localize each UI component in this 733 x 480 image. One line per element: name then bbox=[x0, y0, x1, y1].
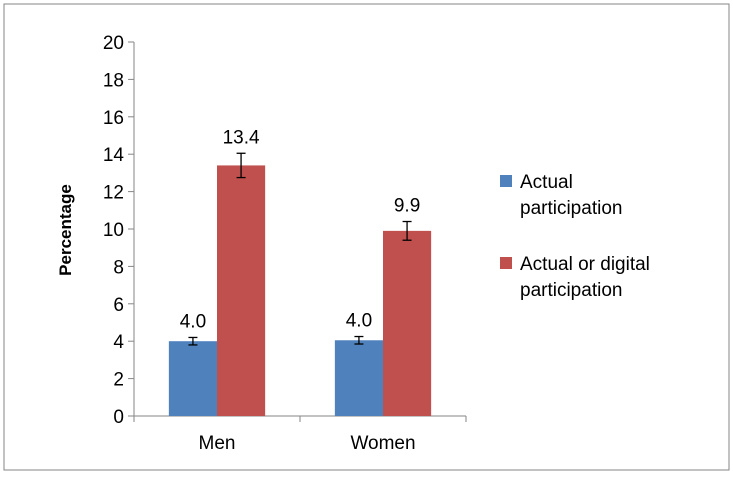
y-axis-title: Percentage bbox=[56, 184, 75, 276]
legend-label: Actual or digital bbox=[520, 254, 650, 275]
y-tick-label: 14 bbox=[103, 145, 125, 166]
bar bbox=[168, 341, 217, 416]
y-tick-label: 18 bbox=[103, 70, 124, 91]
y-tick-label: 16 bbox=[103, 108, 124, 129]
x-category-label: Men bbox=[199, 433, 236, 454]
y-tick-label: 2 bbox=[113, 370, 124, 391]
data-label: 4.0 bbox=[180, 311, 206, 332]
y-tick-label: 4 bbox=[113, 332, 124, 353]
legend-swatch bbox=[500, 257, 512, 269]
y-tick-label: 12 bbox=[103, 183, 124, 204]
bar-series: 4.0 4.0 13.4 9.9 bbox=[168, 127, 432, 416]
bar bbox=[334, 340, 383, 416]
y-tick-label: 8 bbox=[113, 257, 124, 278]
y-tick-label: 10 bbox=[103, 220, 124, 241]
data-label: 9.9 bbox=[394, 196, 420, 217]
bar bbox=[383, 230, 432, 416]
x-category-label: Women bbox=[350, 433, 415, 454]
y-axis: 0 2 4 6 8 10 12 14 16 18 20 bbox=[103, 33, 135, 428]
y-tick-label: 0 bbox=[113, 407, 124, 428]
legend-label: Actual bbox=[520, 172, 573, 193]
legend-label: participation bbox=[520, 280, 622, 301]
data-label: 13.4 bbox=[223, 127, 260, 148]
legend-label: participation bbox=[520, 198, 622, 219]
y-tick-label: 20 bbox=[103, 33, 124, 54]
data-label: 4.0 bbox=[346, 311, 372, 332]
y-tick-label: 6 bbox=[113, 295, 124, 316]
legend: Actual participation Actual or digital part… bbox=[500, 172, 650, 301]
bar bbox=[217, 165, 266, 416]
legend-swatch bbox=[500, 175, 512, 187]
